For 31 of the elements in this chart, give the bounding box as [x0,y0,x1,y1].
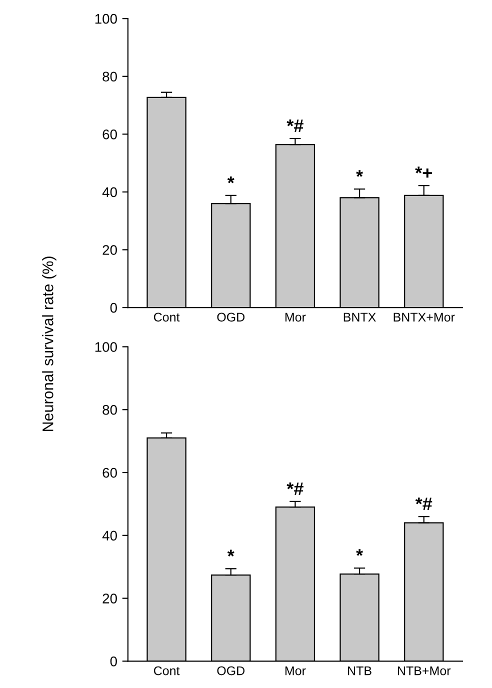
x-tick-label: NTB [348,666,372,676]
x-tick-label: Cont [154,312,180,322]
annotation: *+ [415,166,432,178]
y-tick-label: 60 [102,468,117,478]
x-tick-label: Mor [285,312,306,322]
x-tick-label: BNTX+Mor [394,312,455,322]
x-tick-label: NTB+Mor [398,666,451,676]
y-tick-label: 80 [102,72,117,82]
annotation: *# [286,482,304,495]
y-tick-label: 0 [110,302,117,313]
y-tick-label: 20 [102,594,117,604]
annotation: * [356,549,364,556]
x-tick-label: Cont [154,666,180,676]
y-axis-title: Neuronal survival rate (%) [42,256,56,432]
y-tick-label: 100 [95,14,117,24]
y-tick-label: 20 [102,245,117,255]
x-tick-label: Mor [285,666,306,676]
annotation: * [227,176,234,184]
y-tick-label: 100 [95,342,117,352]
y-tick-label: 80 [102,404,117,415]
x-tick-label: OGD [217,312,244,322]
x-tick-label: OGD [217,666,244,676]
annotation: * [356,170,364,177]
y-tick-label: 60 [102,129,117,140]
y-tick-label: 40 [102,530,117,541]
y-tick-label: 40 [102,187,117,198]
annotation: * [227,550,234,556]
annotation: *# [415,498,432,510]
y-tick-label: 0 [110,656,117,666]
annotation: *# [286,120,304,132]
x-tick-label: BNTX [344,312,376,322]
